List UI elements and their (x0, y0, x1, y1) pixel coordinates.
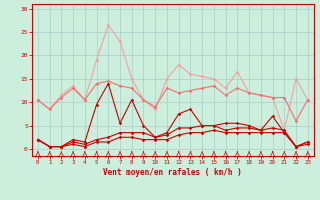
X-axis label: Vent moyen/en rafales ( km/h ): Vent moyen/en rafales ( km/h ) (103, 168, 242, 177)
